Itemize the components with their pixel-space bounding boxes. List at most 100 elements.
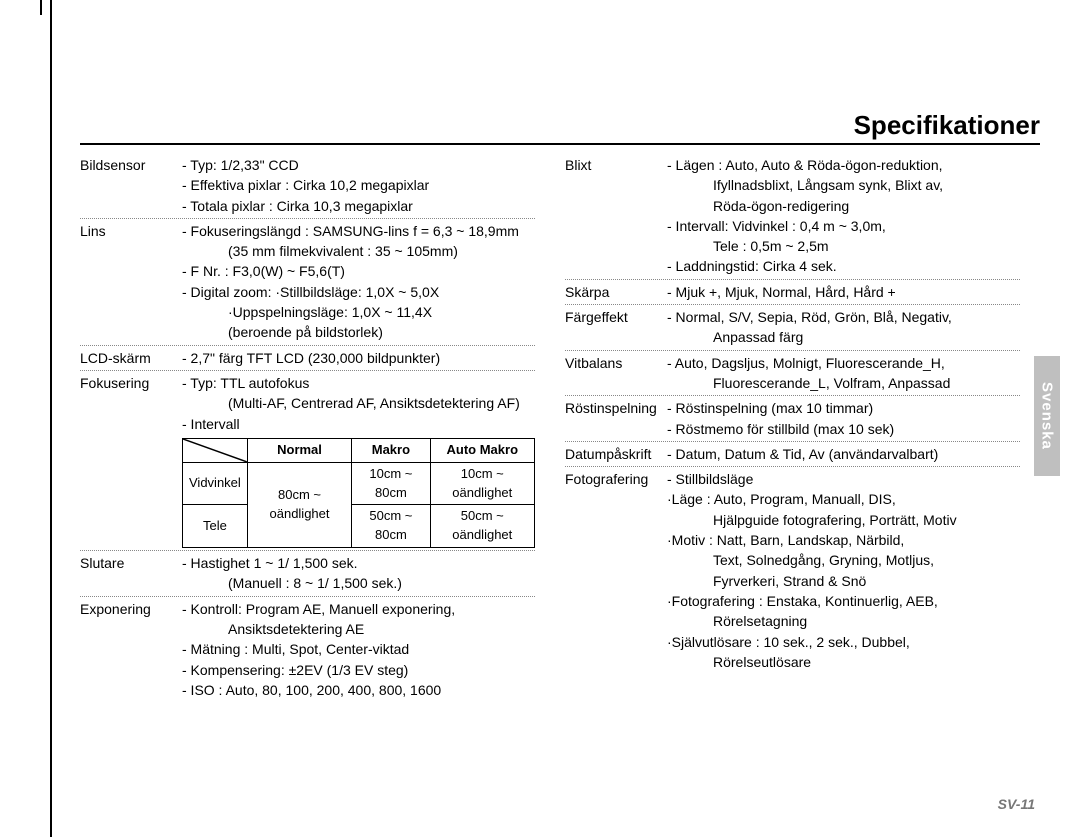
spec-row: Blixt- Lägen : Auto, Auto & Röda-ögon-re… (565, 153, 1020, 280)
spec-row: LCD-skärm- 2,7" färg TFT LCD (230,000 bi… (80, 346, 535, 371)
spec-line: - Totala pixlar : Cirka 10,3 megapixlar (182, 196, 535, 216)
spec-line: - F Nr. : F3,0(W) ~ F5,6(T) (182, 261, 535, 281)
focus-range-table: NormalMakroAuto Makro Vidvinkel80cm ~ oän… (182, 438, 535, 548)
spec-line: - Intervall (182, 414, 535, 434)
spec-line: - Datum, Datum & Tid, Av (användarvalbar… (667, 444, 1020, 464)
spec-line: Ansiktsdetektering AE (182, 619, 535, 639)
spec-line: - Kompensering: ±2EV (1/3 EV steg) (182, 660, 535, 680)
spec-line: - Röstmemo för stillbild (max 10 sek) (667, 419, 1020, 439)
table-header: Makro (352, 438, 430, 462)
spec-line: - 2,7" färg TFT LCD (230,000 bildpunkter… (182, 348, 535, 368)
spec-value: - Stillbildsläge·Läge : Auto, Program, M… (667, 469, 1020, 672)
spec-line: Tele : 0,5m ~ 2,5m (667, 236, 1020, 256)
spec-row: Datumpåskrift- Datum, Datum & Tid, Av (a… (565, 442, 1020, 467)
spec-value: - Kontroll: Program AE, Manuell exponeri… (182, 599, 535, 700)
spec-line: - Lägen : Auto, Auto & Röda-ögon-redukti… (667, 155, 1020, 175)
page-left-rule (50, 0, 52, 837)
spec-value: - Typ: TTL autofokus(Multi-AF, Centrerad… (182, 373, 535, 548)
spec-label: Vitbalans (565, 353, 667, 394)
spec-row: Röstinspelning- Röstinspelning (max 10 t… (565, 396, 1020, 442)
crop-mark (40, 0, 42, 15)
spec-value: - 2,7" färg TFT LCD (230,000 bildpunkter… (182, 348, 535, 368)
table-header: Auto Makro (430, 438, 534, 462)
spec-row: Slutare- Hastighet 1 ~ 1/ 1,500 sek.(Man… (80, 551, 535, 597)
table-cell: Vidvinkel (183, 462, 248, 505)
spec-line: - Intervall: Vidvinkel : 0,4 m ~ 3,0m, (667, 216, 1020, 236)
spec-line: (beroende på bildstorlek) (182, 322, 535, 342)
spec-line: Fluorescerande_L, Volfram, Anpassad (667, 373, 1020, 393)
spec-row: Skärpa- Mjuk +, Mjuk, Normal, Hård, Hård… (565, 280, 1020, 305)
table-cell: 80cm ~ oändlighet (247, 462, 351, 547)
spec-line: - Mjuk +, Mjuk, Normal, Hård, Hård + (667, 282, 1020, 302)
page: Specifikationer Bildsensor- Typ: 1/2,33"… (0, 0, 1080, 837)
spec-label: Datumpåskrift (565, 444, 667, 464)
spec-label: Röstinspelning (565, 398, 667, 439)
spec-line: - Kontroll: Program AE, Manuell exponeri… (182, 599, 535, 619)
spec-line: ·Motiv : Natt, Barn, Landskap, Närbild, (667, 530, 1020, 550)
page-number: SV-11 (998, 796, 1035, 812)
column-right: Blixt- Lägen : Auto, Auto & Röda-ögon-re… (565, 153, 1020, 702)
column-left: Bildsensor- Typ: 1/2,33" CCD- Effektiva … (80, 153, 535, 702)
spec-line: (Multi-AF, Centrerad AF, Ansiktsdetekter… (182, 393, 535, 413)
spec-label: Lins (80, 221, 182, 343)
spec-line: - Hastighet 1 ~ 1/ 1,500 sek. (182, 553, 535, 573)
spec-row: Färgeffekt- Normal, S/V, Sepia, Röd, Grö… (565, 305, 1020, 351)
spec-line: - ISO : Auto, 80, 100, 200, 400, 800, 16… (182, 680, 535, 700)
spec-line: (Manuell : 8 ~ 1/ 1,500 sek.) (182, 573, 535, 593)
spec-value: - Hastighet 1 ~ 1/ 1,500 sek.(Manuell : … (182, 553, 535, 594)
spec-label: Färgeffekt (565, 307, 667, 348)
spec-line: - Normal, S/V, Sepia, Röd, Grön, Blå, Ne… (667, 307, 1020, 327)
spec-label: Slutare (80, 553, 182, 594)
spec-line: - Auto, Dagsljus, Molnigt, Fluorescerand… (667, 353, 1020, 373)
spec-line: - Stillbildsläge (667, 469, 1020, 489)
spec-value: - Datum, Datum & Tid, Av (användarvalbar… (667, 444, 1020, 464)
spec-value: - Röstinspelning (max 10 timmar)- Röstme… (667, 398, 1020, 439)
spec-value: - Typ: 1/2,33" CCD- Effektiva pixlar : C… (182, 155, 535, 216)
spec-line: Röda-ögon-redigering (667, 196, 1020, 216)
spec-value: - Fokuseringslängd : SAMSUNG-lins f = 6,… (182, 221, 535, 343)
content-columns: Bildsensor- Typ: 1/2,33" CCD- Effektiva … (80, 153, 1020, 702)
table-cell: 50cm ~ oändlighet (430, 505, 534, 548)
table-cell: 10cm ~ 80cm (352, 462, 430, 505)
spec-row: Exponering- Kontroll: Program AE, Manuel… (80, 597, 535, 702)
language-tab: Svenska (1034, 356, 1060, 476)
spec-line: - Typ: TTL autofokus (182, 373, 535, 393)
spec-line: ·Självutlösare : 10 sek., 2 sek., Dubbel… (667, 632, 1020, 652)
spec-line: Fyrverkeri, Strand & Snö (667, 571, 1020, 591)
spec-line: Text, Solnedgång, Gryning, Motljus, (667, 550, 1020, 570)
table-cell: Tele (183, 505, 248, 548)
spec-line: - Mätning : Multi, Spot, Center-viktad (182, 639, 535, 659)
spec-line: Rörelseutlösare (667, 652, 1020, 672)
spec-label: Blixt (565, 155, 667, 277)
spec-line: - Röstinspelning (max 10 timmar) (667, 398, 1020, 418)
spec-label: Skärpa (565, 282, 667, 302)
spec-line: (35 mm filmekvivalent : 35 ~ 105mm) (182, 241, 535, 261)
spec-line: ·Fotografering : Enstaka, Kontinuerlig, … (667, 591, 1020, 611)
spec-line: - Laddningstid: Cirka 4 sek. (667, 256, 1020, 276)
spec-label: Bildsensor (80, 155, 182, 216)
table-cell: 50cm ~ 80cm (352, 505, 430, 548)
spec-label: Fokusering (80, 373, 182, 548)
spec-value: - Mjuk +, Mjuk, Normal, Hård, Hård + (667, 282, 1020, 302)
table-cell: 10cm ~ oändlighet (430, 462, 534, 505)
page-title: Specifikationer (854, 110, 1040, 141)
spec-line: ·Uppspelningsläge: 1,0X ~ 11,4X (182, 302, 535, 322)
spec-value: - Normal, S/V, Sepia, Röd, Grön, Blå, Ne… (667, 307, 1020, 348)
table-header: Normal (247, 438, 351, 462)
spec-line: - Effektiva pixlar : Cirka 10,2 megapixl… (182, 175, 535, 195)
spec-label: Fotografering (565, 469, 667, 672)
spec-value: - Auto, Dagsljus, Molnigt, Fluorescerand… (667, 353, 1020, 394)
spec-line: - Typ: 1/2,33" CCD (182, 155, 535, 175)
spec-row: Bildsensor- Typ: 1/2,33" CCD- Effektiva … (80, 153, 535, 219)
spec-line: - Fokuseringslängd : SAMSUNG-lins f = 6,… (182, 221, 535, 241)
spec-line: Ifyllnadsblixt, Långsam synk, Blixt av, (667, 175, 1020, 195)
spec-row: Fokusering- Typ: TTL autofokus(Multi-AF,… (80, 371, 535, 551)
spec-row: Fotografering- Stillbildsläge·Läge : Aut… (565, 467, 1020, 674)
spec-row: Lins- Fokuseringslängd : SAMSUNG-lins f … (80, 219, 535, 346)
spec-line: - Digital zoom: ·Stillbildsläge: 1,0X ~ … (182, 282, 535, 302)
spec-line: Hjälpguide fotografering, Porträtt, Moti… (667, 510, 1020, 530)
title-rule (80, 143, 1040, 145)
spec-label: LCD-skärm (80, 348, 182, 368)
spec-line: ·Läge : Auto, Program, Manuall, DIS, (667, 489, 1020, 509)
table-header (183, 438, 248, 462)
